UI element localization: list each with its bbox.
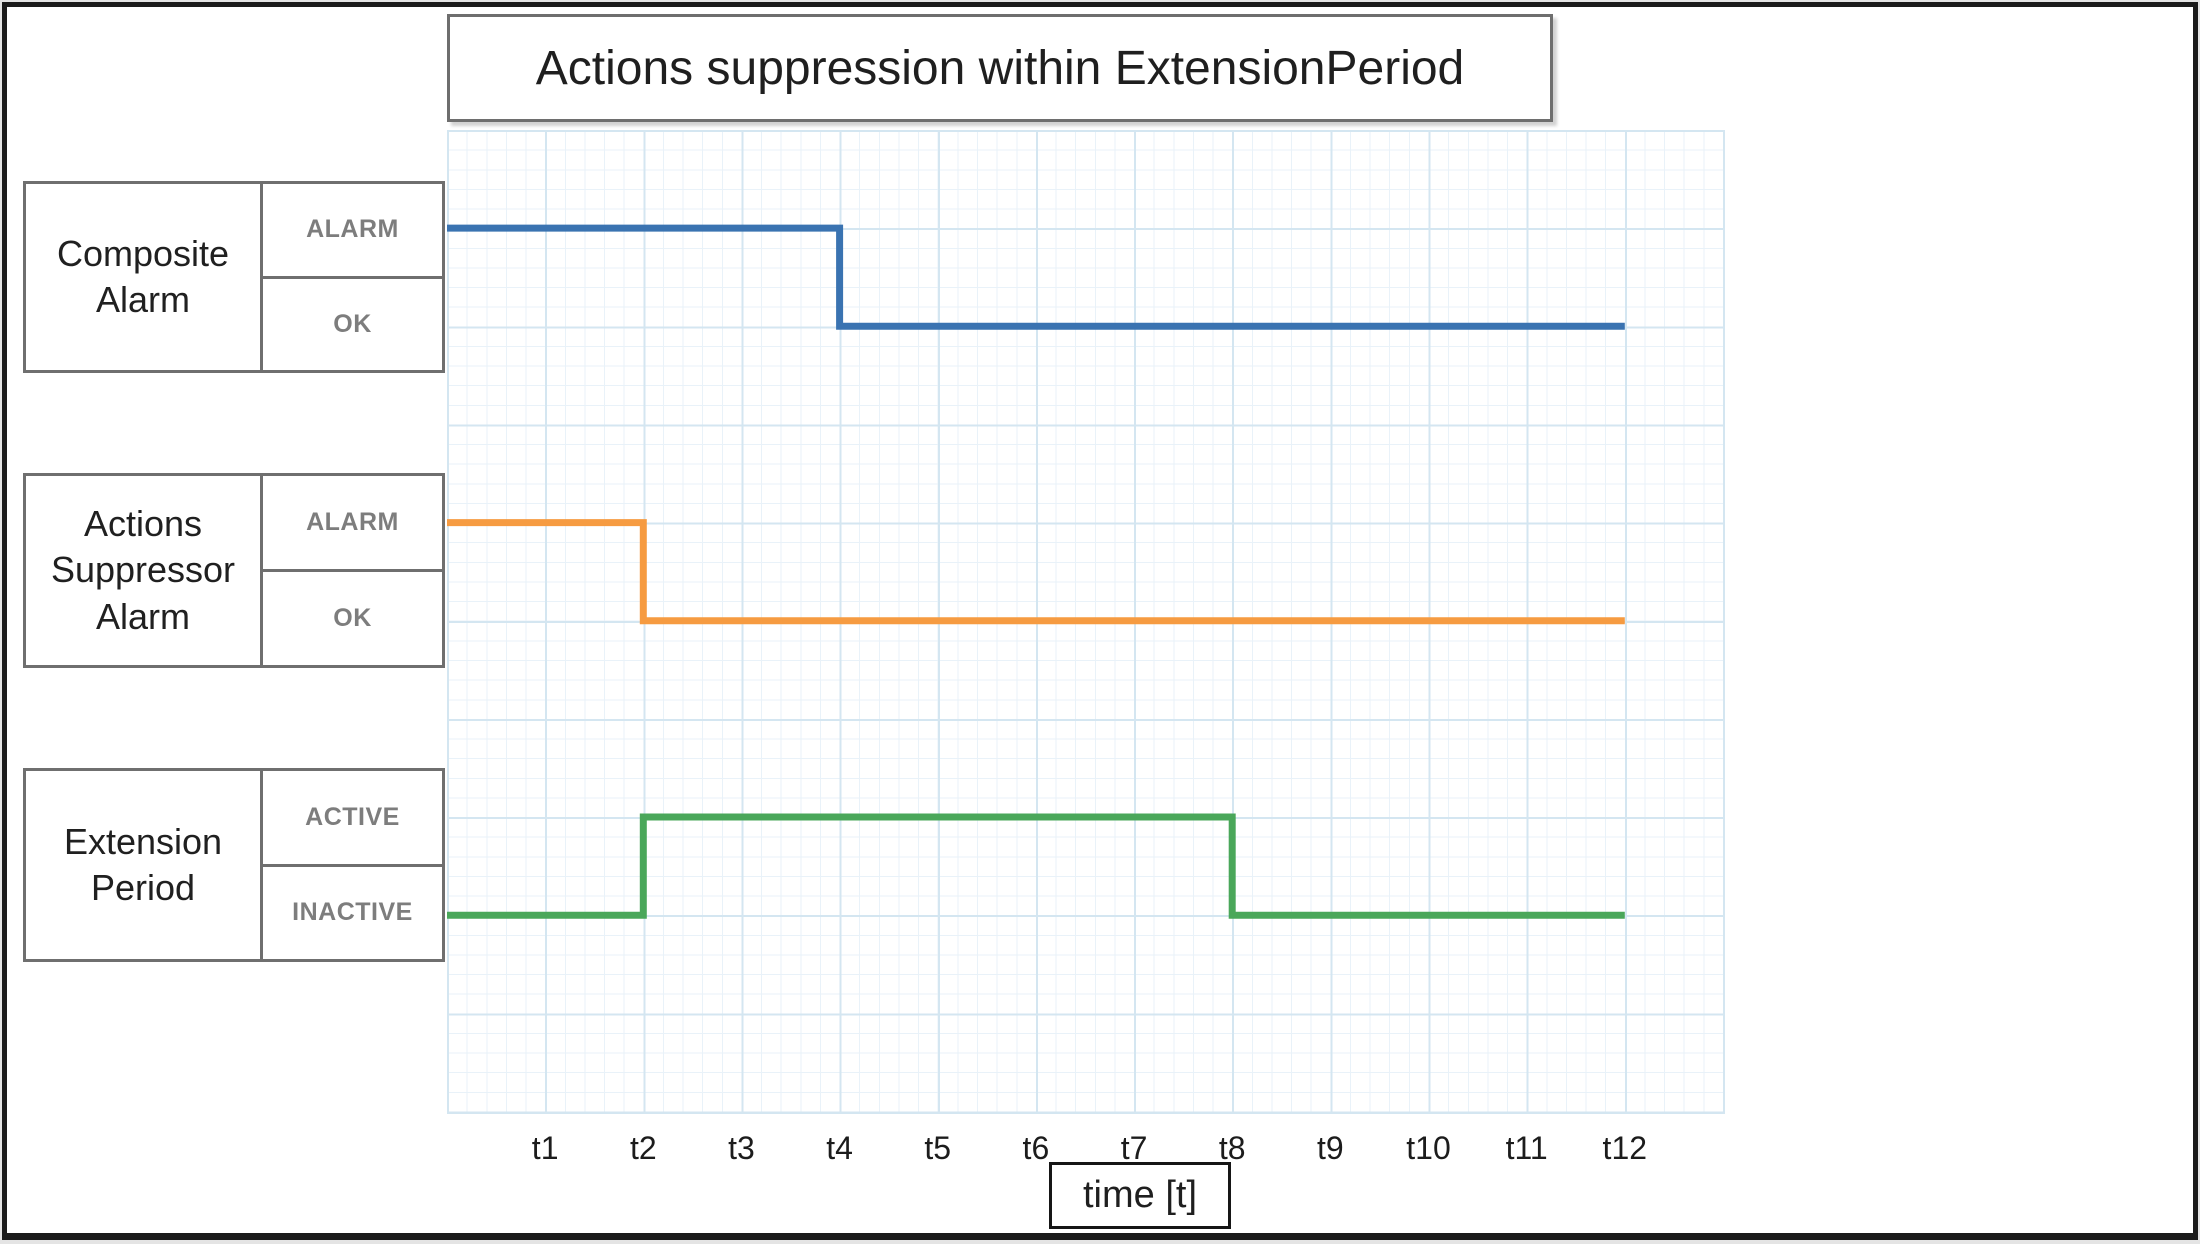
signal-name-cell: Composite Alarm [26,184,263,370]
x-axis-tick: t7 [1120,1130,1148,1166]
x-axis-tick: t5 [924,1130,952,1166]
x-axis-tick: t2 [629,1130,657,1166]
x-axis-tick: t3 [728,1130,755,1166]
state-cell-alarm: ALARM [306,215,399,244]
title-box: Actions suppression within ExtensionPeri… [447,14,1553,122]
x-axis-label-box: time [t] [1049,1162,1231,1229]
diagram-title: Actions suppression within ExtensionPeri… [535,41,1465,95]
signal-label-group-extension-period: Extension Period ACTIVE INACTIVE [23,768,445,962]
signal-label-group-actions-suppressor-alarm: Actions Suppressor Alarm ALARM OK [23,473,445,668]
x-axis-tick: t9 [1317,1130,1344,1166]
x-axis-tick: t11 [1505,1130,1548,1166]
state-cell-alarm: ALARM [306,508,399,536]
x-axis-tick: t10 [1406,1130,1451,1166]
state-cell-active: ACTIVE [305,802,400,831]
x-axis-tick: t8 [1218,1130,1246,1166]
x-axis-tick: t4 [826,1130,853,1166]
signal-label-group-composite-alarm: Composite Alarm ALARM OK [23,181,445,373]
x-axis-tick: t1 [531,1130,559,1166]
state-cell-ok: OK [263,275,442,371]
x-axis-tick: t12 [1602,1130,1648,1166]
signal-name-cell: Extension Period [26,771,263,959]
plot-area [447,130,1725,1114]
signal-states-column: ALARM OK [263,476,442,665]
state-cell-inactive: INACTIVE [263,863,442,960]
signal-states-column: ACTIVE INACTIVE [263,771,442,959]
x-axis-label: time [t] [1082,1174,1198,1216]
x-axis-tick: t6 [1022,1130,1050,1166]
signal-name-cell: Actions Suppressor Alarm [26,476,263,665]
state-cell-ok: OK [263,569,442,665]
signal-states-column: ALARM OK [263,184,442,370]
